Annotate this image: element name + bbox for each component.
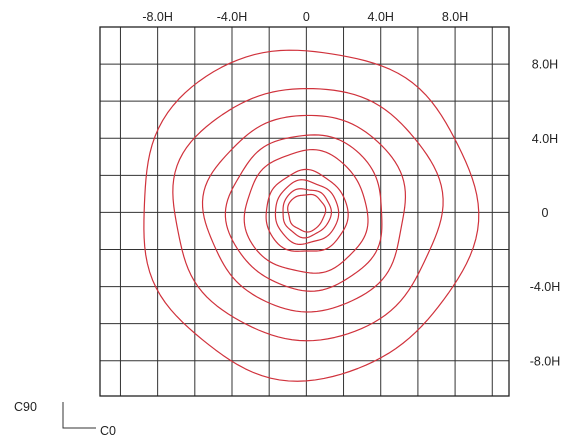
y-tick-label: 4.0H [532, 132, 558, 146]
contour-line-4 [265, 168, 349, 252]
contour-line-7 [201, 114, 407, 313]
c90-label: C90 [14, 400, 37, 414]
contour-line-3 [274, 179, 340, 245]
y-tick-label: 0 [542, 206, 549, 220]
x-tick-label: 4.0H [368, 10, 394, 24]
x-tick-label: 0 [303, 10, 310, 24]
contour-line-1 [287, 193, 327, 233]
y-tick-label: 8.0H [532, 58, 558, 72]
x-tick-label: -8.0H [142, 10, 173, 24]
contour-line-6 [224, 134, 383, 292]
contour-line-8 [172, 87, 444, 342]
orientation-axes [62, 402, 96, 429]
y-tick-label: -4.0H [530, 280, 561, 294]
c0-label: C0 [100, 424, 116, 438]
plot-frame [99, 26, 510, 397]
contour-layer [143, 49, 480, 382]
axis-orientation-legend: C90 C0 [14, 400, 116, 438]
contour-line-9 [143, 49, 480, 382]
y-tick-labels: 8.0H 4.0H 0 -4.0H -8.0H [530, 58, 561, 369]
y-tick-label: -8.0H [530, 354, 561, 368]
x-tick-labels: -8.0H -4.0H 0 4.0H 8.0H [142, 10, 468, 24]
x-tick-label: 8.0H [442, 10, 468, 24]
contour-line-5 [243, 148, 369, 274]
contour-line-2 [282, 188, 332, 239]
x-tick-label: -4.0H [217, 10, 248, 24]
